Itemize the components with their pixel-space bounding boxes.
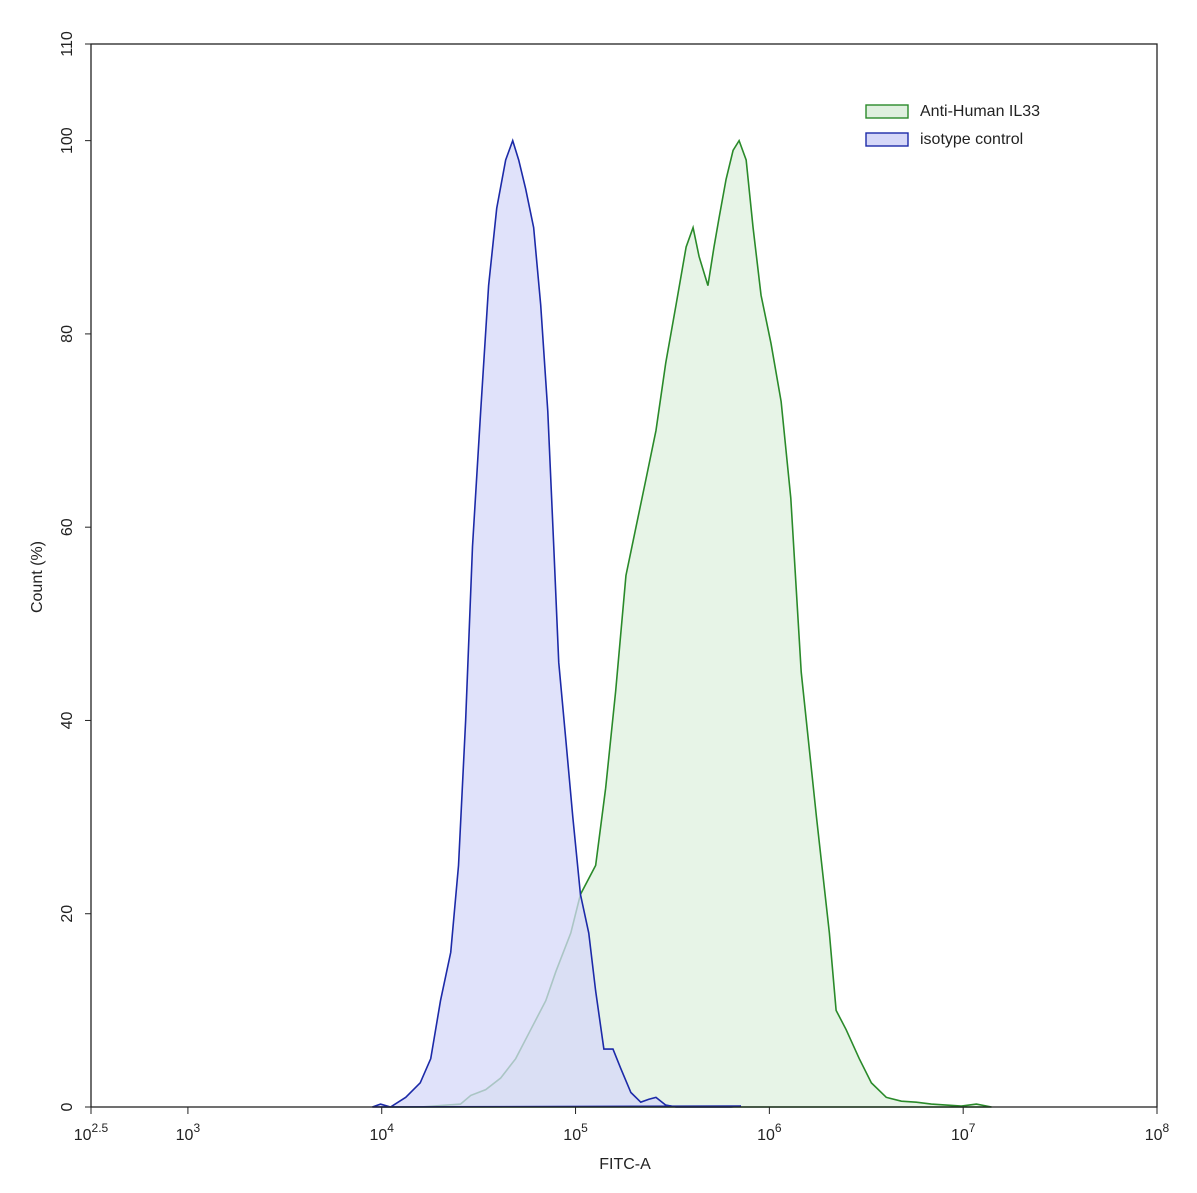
x-tick-exponent: 8 [1163, 1121, 1170, 1135]
x-tick-label: 103 [176, 1121, 201, 1144]
legend-label: isotype control [920, 131, 1023, 148]
y-tick-label: 20 [59, 905, 76, 923]
plot-frame [90, 43, 1158, 1108]
x-tick-base: 10 [757, 1127, 775, 1144]
x-tick-label: 107 [951, 1121, 976, 1144]
x-tick-exponent: 6 [775, 1121, 782, 1135]
x-tick-exponent: 5 [581, 1121, 588, 1135]
x-tick-base: 10 [369, 1127, 387, 1144]
y-tick-label: 40 [59, 711, 76, 729]
y-tick-label: 80 [59, 325, 76, 343]
histogram-curve [372, 138, 742, 1108]
y-tick-label: 110 [59, 31, 76, 57]
x-tick-base: 10 [563, 1127, 581, 1144]
x-tick-label: 108 [1145, 1121, 1170, 1144]
x-tick-label: 106 [757, 1121, 782, 1144]
x-tick-exponent: 3 [193, 1121, 200, 1135]
x-tick-exponent: 7 [969, 1121, 976, 1135]
x-tick-base: 10 [1145, 1127, 1163, 1144]
x-tick-base: 10 [74, 1127, 92, 1144]
x-tick-label: 102.5 [74, 1121, 109, 1144]
x-tick-exponent: 4 [387, 1121, 394, 1135]
y-tick-label: 100 [59, 127, 76, 154]
y-axis-label: Count (%) [29, 541, 46, 613]
x-axis-label: FITC-A [599, 1156, 651, 1173]
x-tick-base: 10 [951, 1127, 969, 1144]
y-tick-label: 60 [59, 518, 76, 536]
y-tick-label: 0 [59, 1102, 76, 1111]
x-tick-label: 105 [563, 1121, 588, 1144]
x-tick-exponent: 2.5 [92, 1121, 109, 1135]
x-tick-label: 104 [369, 1121, 394, 1144]
x-tick-base: 10 [176, 1127, 194, 1144]
legend-label: Anti-Human IL33 [920, 103, 1040, 120]
legend-swatch [865, 104, 909, 119]
legend-swatch [865, 132, 909, 147]
